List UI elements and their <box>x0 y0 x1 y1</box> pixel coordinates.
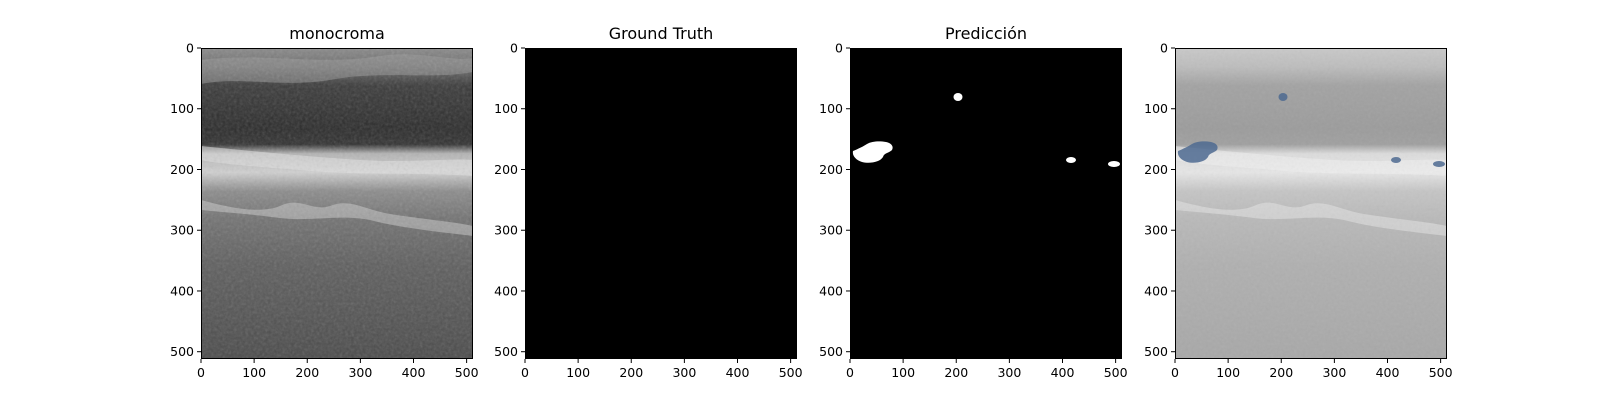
panel-title: Predicción <box>945 24 1027 43</box>
panel-ground-truth: Ground Truth 0 100 200 300 400 500 0 100 200 300… <box>494 24 802 380</box>
x-axis: 0 100 200 300 400 500 <box>521 359 803 380</box>
panel-overlay: 0 100 200 300 400 500 0 100 200 300 400 500 <box>1144 41 1452 381</box>
x-tick-label: 0 <box>197 365 205 380</box>
y-tick-label: 300 <box>494 223 518 238</box>
x-tick-label: 300 <box>672 365 696 380</box>
x-tick-label: 200 <box>1269 365 1293 380</box>
panel-title: monocroma <box>289 24 385 43</box>
panel-monocroma: monocroma 0 100 200 300 400 500 0 100 200 300 400… <box>170 24 478 380</box>
panel-title: Ground Truth <box>609 24 714 43</box>
x-axis: 0 100 200 300 400 500 <box>197 359 479 380</box>
predicted-region <box>1177 141 1218 163</box>
x-tick-label: 100 <box>1216 365 1240 380</box>
y-tick-label: 500 <box>494 344 518 359</box>
x-tick-label: 200 <box>619 365 643 380</box>
y-tick-label: 200 <box>1144 162 1168 177</box>
y-axis: 0 100 200 300 400 500 <box>494 41 525 359</box>
x-tick-label: 0 <box>521 365 529 380</box>
prediction-mask-image <box>850 48 1122 359</box>
ultrasound-image <box>201 48 473 359</box>
mask-image <box>525 48 797 359</box>
y-tick-label: 500 <box>1144 344 1168 359</box>
predicted-region <box>953 93 963 101</box>
y-tick-label: 400 <box>170 283 194 298</box>
y-tick-label: 100 <box>1144 101 1168 116</box>
y-tick-label: 100 <box>170 101 194 116</box>
y-tick-label: 400 <box>1144 283 1168 298</box>
x-tick-label: 400 <box>1051 365 1075 380</box>
y-tick-label: 0 <box>1160 41 1168 56</box>
overlay-image <box>1175 48 1447 359</box>
predicted-region <box>1108 161 1120 167</box>
x-tick-label: 500 <box>1104 365 1128 380</box>
y-tick-label: 0 <box>510 41 518 56</box>
y-axis: 0 100 200 300 400 500 <box>170 41 201 359</box>
x-tick-label: 0 <box>1171 365 1179 380</box>
x-tick-label: 400 <box>402 365 426 380</box>
panel-prediccion: Predicción 0 100 200 300 400 500 0 100 200 300 40… <box>819 24 1127 380</box>
predicted-region <box>1278 93 1288 101</box>
y-tick-label: 300 <box>170 223 194 238</box>
y-tick-label: 500 <box>170 344 194 359</box>
y-tick-label: 300 <box>1144 223 1168 238</box>
x-tick-label: 0 <box>846 365 854 380</box>
y-axis: 0 100 200 300 400 500 <box>1144 41 1175 359</box>
y-tick-label: 200 <box>170 162 194 177</box>
y-tick-label: 400 <box>819 283 843 298</box>
x-tick-label: 200 <box>295 365 319 380</box>
y-axis: 0 100 200 300 400 500 <box>819 41 850 359</box>
y-tick-label: 0 <box>835 41 843 56</box>
x-tick-label: 500 <box>455 365 479 380</box>
y-tick-label: 300 <box>819 223 843 238</box>
y-tick-label: 200 <box>819 162 843 177</box>
y-tick-label: 200 <box>494 162 518 177</box>
x-tick-label: 500 <box>1429 365 1453 380</box>
x-axis: 0 100 200 300 400 500 <box>846 359 1128 380</box>
x-tick-label: 300 <box>997 365 1021 380</box>
x-tick-label: 200 <box>944 365 968 380</box>
x-axis: 0 100 200 300 400 500 <box>1171 359 1453 380</box>
x-tick-label: 400 <box>726 365 750 380</box>
x-tick-label: 300 <box>348 365 372 380</box>
x-tick-label: 100 <box>242 365 266 380</box>
predicted-region <box>1066 157 1076 163</box>
y-tick-label: 100 <box>819 101 843 116</box>
predicted-region <box>1433 161 1445 167</box>
y-tick-label: 500 <box>819 344 843 359</box>
y-tick-label: 0 <box>186 41 194 56</box>
x-tick-label: 300 <box>1322 365 1346 380</box>
y-tick-label: 400 <box>494 283 518 298</box>
y-tick-label: 100 <box>494 101 518 116</box>
predicted-region <box>852 141 893 163</box>
predicted-region <box>1391 157 1401 163</box>
x-tick-label: 100 <box>566 365 590 380</box>
x-tick-label: 500 <box>779 365 803 380</box>
x-tick-label: 100 <box>891 365 915 380</box>
x-tick-label: 400 <box>1376 365 1400 380</box>
